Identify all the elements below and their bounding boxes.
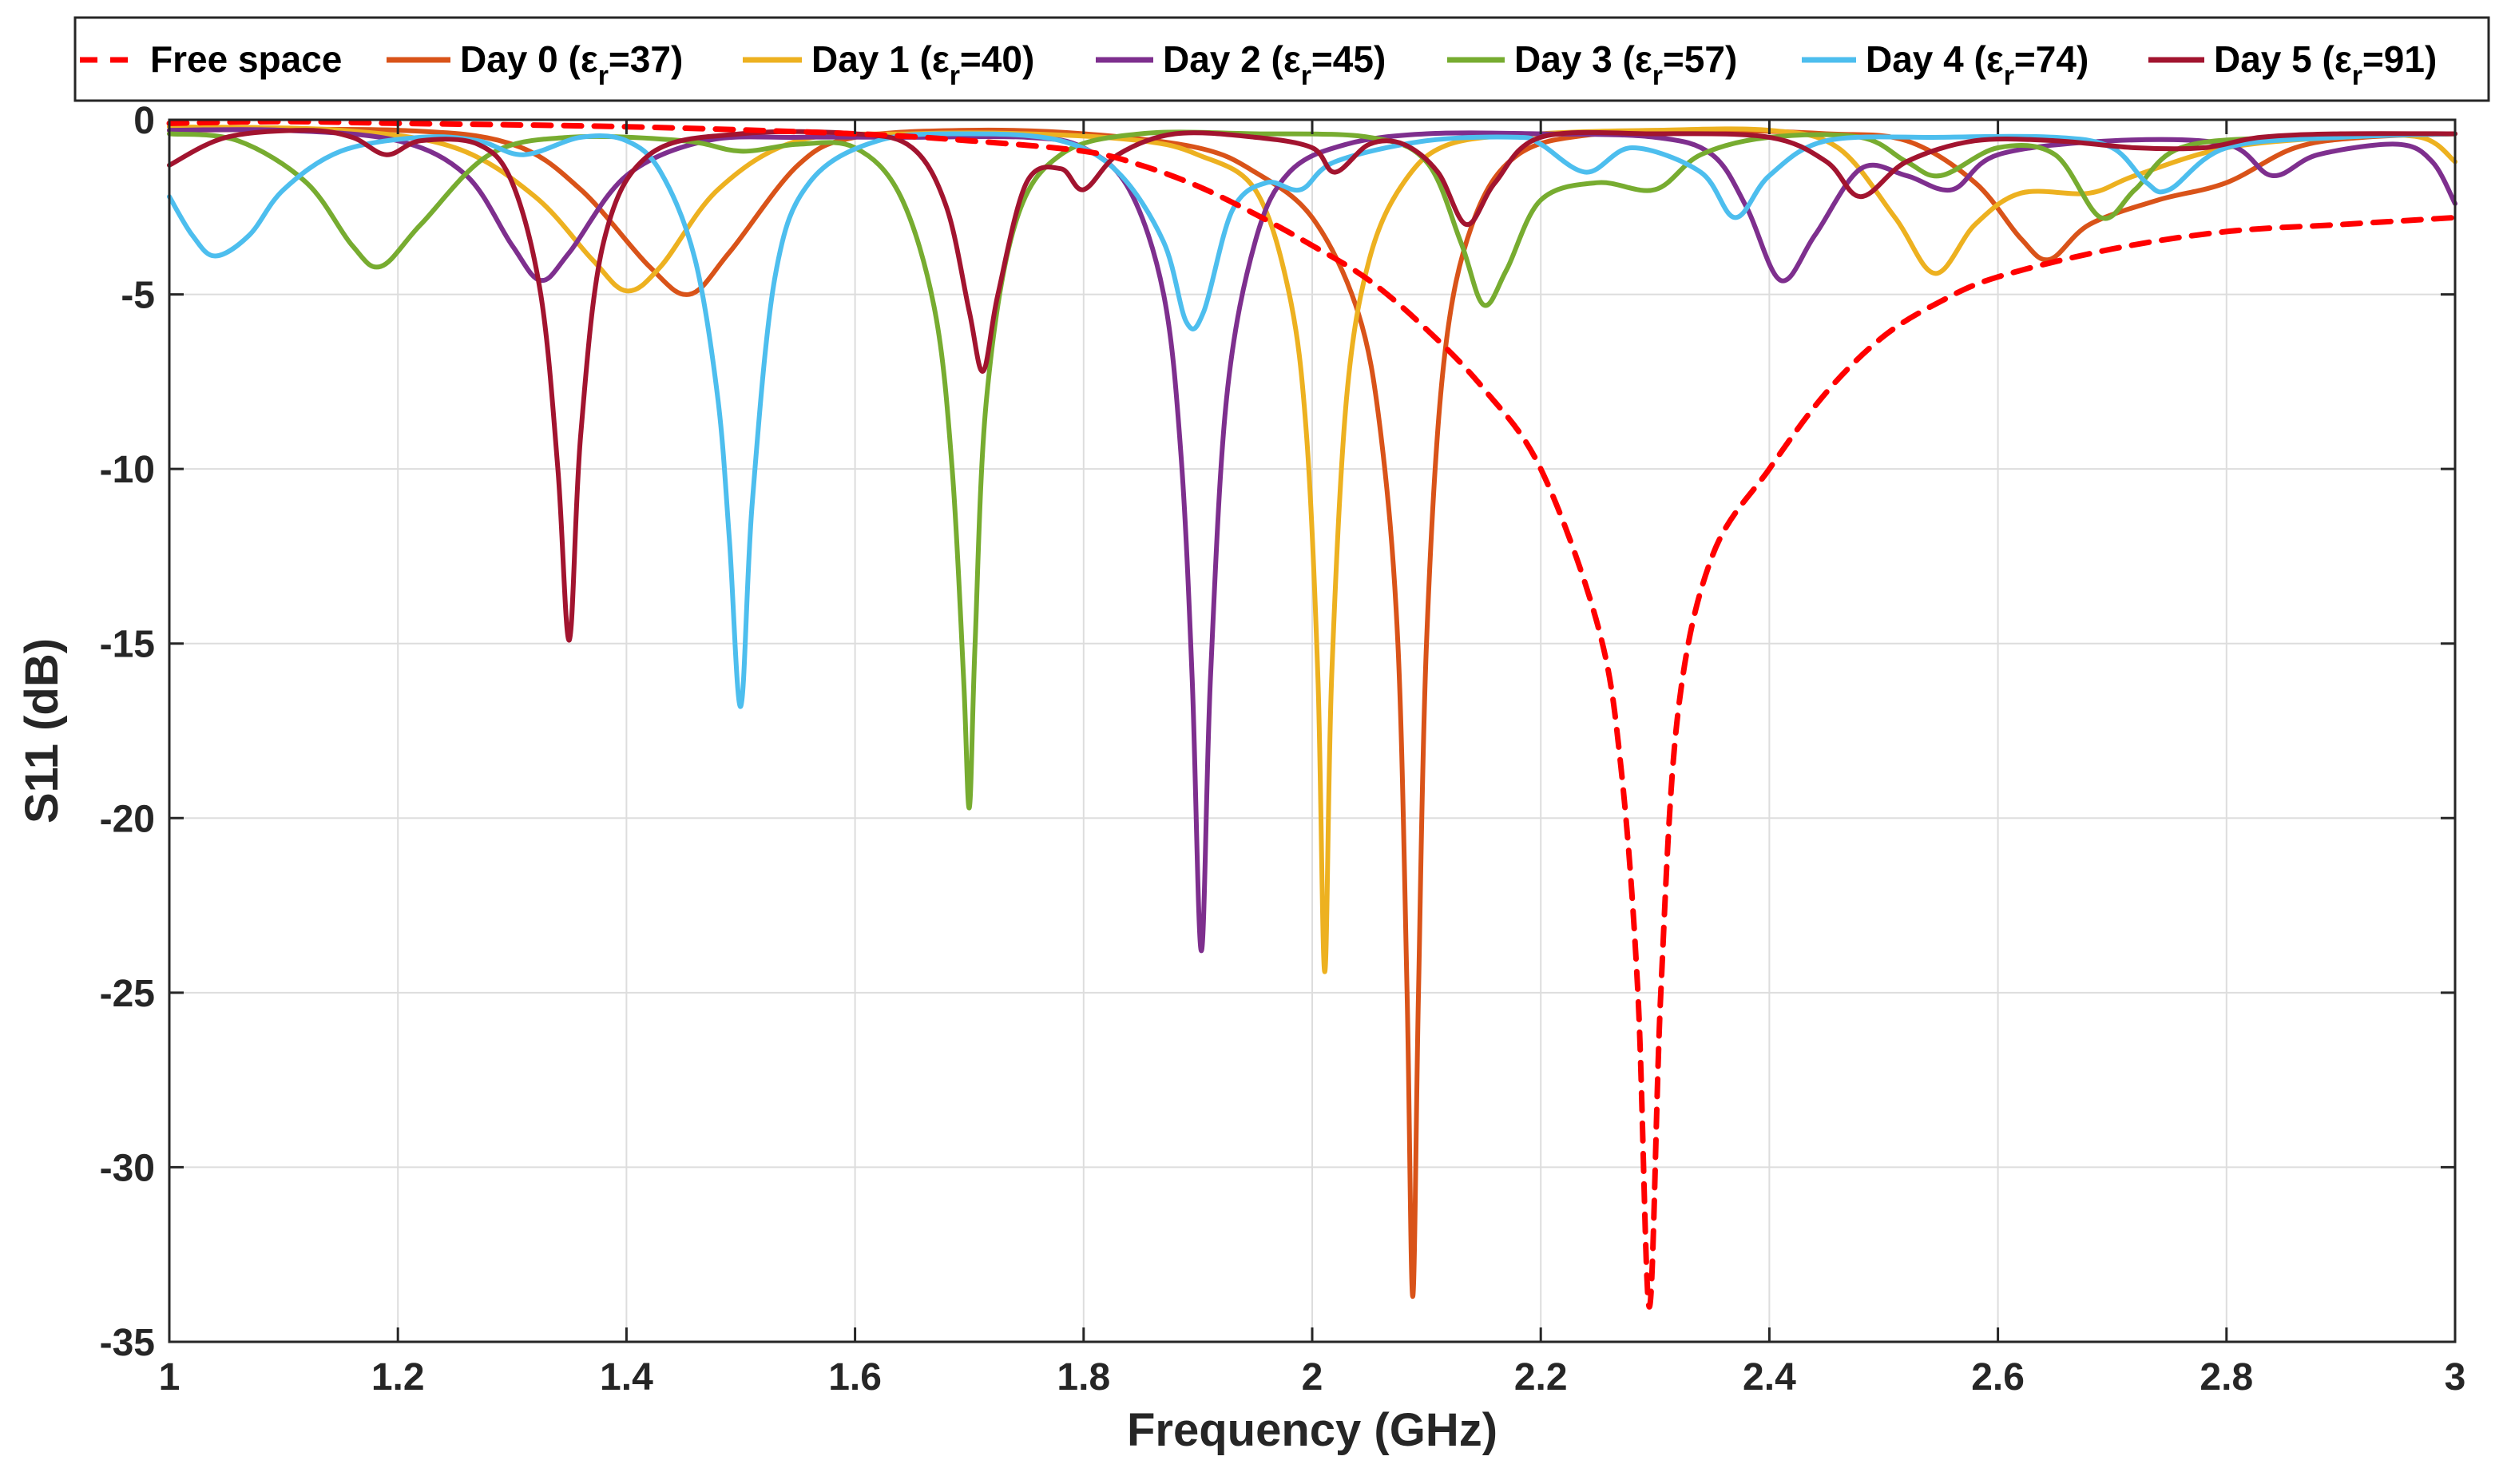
x-tick-label: 1.6	[828, 1356, 882, 1399]
x-tick-label: 2	[1302, 1356, 1323, 1399]
x-axis-label: Frequency (GHz)	[1127, 1404, 1497, 1456]
y-tick-label: -20	[100, 798, 155, 840]
x-tick-label: 2.8	[2200, 1356, 2253, 1399]
y-tick-label: -10	[100, 449, 155, 491]
x-tick-label: 1	[159, 1356, 180, 1399]
series-line-6	[167, 128, 2457, 643]
x-tick-label: 2.2	[1514, 1356, 1568, 1399]
legend-label-4: Day 3 (εr=57)	[1514, 38, 1737, 91]
series-line-5	[167, 131, 2457, 709]
legend-label-0: Free space	[150, 38, 342, 80]
y-axis-label: S11 (dB)	[16, 638, 68, 823]
legend-label-2: Day 1 (εr=40)	[811, 38, 1034, 91]
legend: Free space Day 0 (εr=37) Day 1 (εr=40) Day …	[73, 16, 2490, 102]
legend-label-3: Day 2 (εr=45)	[1163, 38, 1386, 91]
axis-ticks: 1 1.2 1.4 1.6 1.8 2 2.2 2.4 2.6 2.8 3 0 -5 -10 -15 -20 -…	[100, 100, 2466, 1399]
y-tick-label: 0	[133, 100, 155, 142]
y-tick-label: -15	[100, 624, 155, 666]
x-tick-label: 1.2	[371, 1356, 425, 1399]
legend-box	[73, 16, 2490, 102]
legend-label-5: Day 4 (εr=74)	[1866, 38, 2088, 91]
y-tick-label: -5	[121, 275, 155, 317]
x-tick-label: 3	[2445, 1356, 2466, 1399]
series-line-1	[167, 126, 2457, 1299]
legend-label-1: Day 0 (εr=37)	[460, 38, 683, 91]
series-line-2	[167, 124, 2457, 974]
legend-label-6: Day 5 (εr=91)	[2214, 38, 2437, 91]
x-tick-label: 2.6	[1971, 1356, 2025, 1399]
y-tick-label: -30	[100, 1147, 155, 1189]
plot-area	[166, 118, 2458, 1310]
series-line-0	[166, 118, 2458, 1310]
y-tick-label: -35	[100, 1322, 155, 1364]
y-tick-label: -25	[100, 973, 155, 1015]
x-tick-label: 2.4	[1743, 1356, 1796, 1399]
x-tick-label: 1.8	[1057, 1356, 1110, 1399]
x-tick-label: 1.4	[600, 1356, 653, 1399]
